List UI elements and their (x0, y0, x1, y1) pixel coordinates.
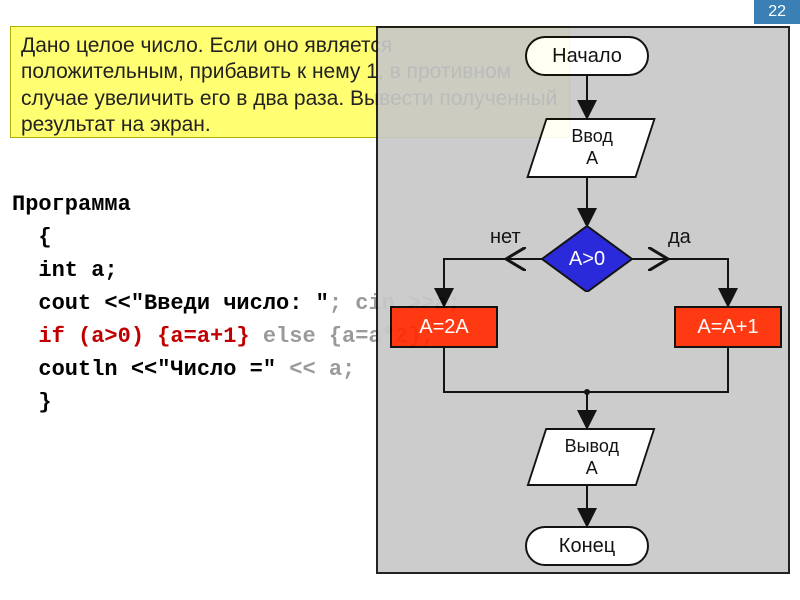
branch-label-no: нет (490, 226, 521, 249)
code-line: { (12, 225, 52, 250)
flow-output: Вывод A (527, 428, 656, 486)
flow-input: Ввод A (526, 118, 655, 178)
code-line: Программа (12, 192, 131, 217)
code-line: } (12, 390, 52, 415)
flow-process-left-label: A=2A (419, 316, 468, 338)
code-line: cout <<"Введи число: " (12, 291, 329, 316)
flow-decision-label: A>0 (542, 226, 632, 292)
branch-label-yes: да (668, 226, 691, 249)
code-line-red: if (a>0) {a=a+1} (12, 324, 250, 349)
flow-output-label2: A (539, 458, 645, 480)
flow-input-label2: A (539, 148, 645, 170)
flow-output-label1: Вывод (539, 436, 645, 458)
flow-process-right-label: A=A+1 (697, 316, 758, 338)
flowchart-panel: Начало Ввод A A>0 нет да A=2A A=A+1 Выво… (376, 26, 790, 574)
code-line: int a; (12, 258, 118, 283)
page-number-bar: 22 (0, 0, 800, 24)
flow-input-label1: Ввод (539, 126, 645, 148)
flow-decision: A>0 (542, 226, 632, 292)
code-line-grey: << a; (276, 357, 355, 382)
flow-end: Конец (525, 526, 649, 566)
flow-process-left: A=2A (390, 306, 498, 348)
page-number: 22 (754, 0, 800, 24)
flow-start-label: Начало (552, 45, 622, 67)
flow-end-label: Конец (559, 535, 615, 557)
code-line: coutln <<"Число =" (12, 357, 276, 382)
flow-start: Начало (525, 36, 649, 76)
flow-process-right: A=A+1 (674, 306, 782, 348)
flowchart-arrows (378, 28, 792, 576)
